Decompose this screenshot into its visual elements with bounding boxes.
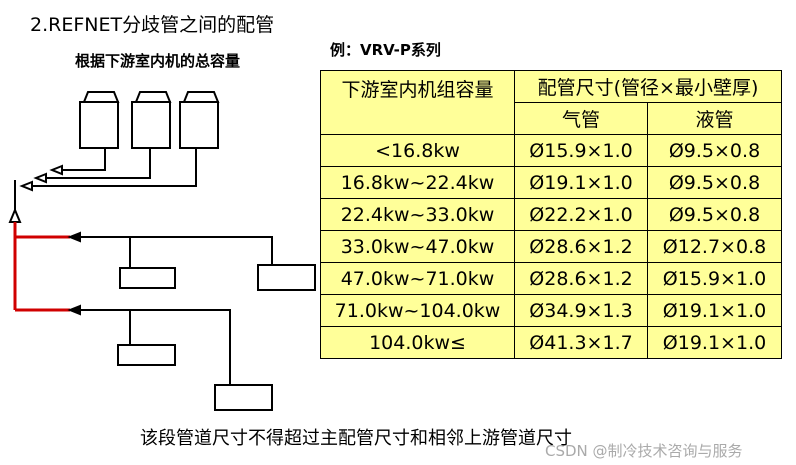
indoor-units bbox=[79, 91, 220, 149]
footer-note: 该段管道尺寸不得超过主配管尺寸和相邻上游管道尺寸 bbox=[140, 428, 572, 449]
table-cell: Ø22.2×1.0 bbox=[514, 198, 648, 231]
table-cell: Ø12.7×0.8 bbox=[647, 230, 782, 263]
table-row: 47.0kw~71.0kw Ø28.6×1.2 Ø15.9×1.0 bbox=[320, 262, 782, 295]
table-cell: Ø15.9×1.0 bbox=[514, 134, 648, 167]
table-cell: 33.0kw~47.0kw bbox=[320, 230, 515, 263]
table-cell: 104.0kw≤ bbox=[320, 326, 515, 359]
table-cell: 47.0kw~71.0kw bbox=[320, 262, 515, 295]
pipes bbox=[8, 148, 316, 411]
table-cell: Ø9.5×0.8 bbox=[647, 198, 782, 231]
table-cell: 16.8kw~22.4kw bbox=[320, 166, 515, 199]
subheader-cell: 液管 bbox=[647, 102, 782, 135]
header-cell: 配管尺寸(管径×最小壁厚) bbox=[514, 70, 782, 103]
table-cell: Ø15.9×1.0 bbox=[647, 262, 782, 295]
table-cell: Ø34.9×1.3 bbox=[514, 294, 648, 327]
table-cell: <16.8kw bbox=[320, 134, 515, 167]
table-cell: Ø19.1×1.0 bbox=[647, 326, 782, 359]
table-row: 71.0kw~104.0kw Ø34.9×1.3 Ø19.1×1.0 bbox=[320, 294, 782, 327]
subtitle: 根据下游室内机的总容量 bbox=[75, 52, 241, 70]
watermark: CSDN @制冷技术咨询与服务 bbox=[545, 442, 743, 460]
header-row: 下游室内机组容量 配管尺寸(管径×最小壁厚) bbox=[320, 70, 782, 135]
table-cell: Ø28.6×1.2 bbox=[514, 230, 648, 263]
subheader-cell: 气管 bbox=[514, 102, 648, 135]
table-cell: Ø9.5×0.8 bbox=[647, 134, 782, 167]
example-label: 例：VRV-P系列 bbox=[330, 41, 441, 59]
header-cell: 下游室内机组容量 bbox=[320, 70, 515, 135]
table-cell: Ø19.1×1.0 bbox=[514, 166, 648, 199]
subheader-row: 气管 液管 bbox=[321, 102, 782, 135]
table-row: 104.0kw≤ Ø41.3×1.7 Ø19.1×1.0 bbox=[320, 326, 782, 359]
table-cell: Ø19.1×1.0 bbox=[647, 294, 782, 327]
table-row: 33.0kw~47.0kw Ø28.6×1.2 Ø12.7×0.8 bbox=[320, 230, 782, 263]
table-row: <16.8kw Ø15.9×1.0 Ø9.5×0.8 bbox=[320, 134, 782, 167]
table-cell: Ø9.5×0.8 bbox=[647, 166, 782, 199]
table-cell: 71.0kw~104.0kw bbox=[320, 294, 515, 327]
table-cell: 22.4kw~33.0kw bbox=[320, 198, 515, 231]
table-cell: Ø28.6×1.2 bbox=[514, 262, 648, 295]
pipe-size-table: 下游室内机组容量 配管尺寸(管径×最小壁厚) 气管 液管 <16.8kw Ø15.… bbox=[320, 70, 782, 359]
table-row: 22.4kw~33.0kw Ø22.2×1.0 Ø9.5×0.8 bbox=[320, 198, 782, 231]
table-row: 16.8kw~22.4kw Ø19.1×1.0 Ø9.5×0.8 bbox=[320, 166, 782, 199]
table-cell: Ø41.3×1.7 bbox=[514, 326, 648, 359]
title: 2.REFNET分歧管之间的配管 bbox=[30, 14, 275, 36]
